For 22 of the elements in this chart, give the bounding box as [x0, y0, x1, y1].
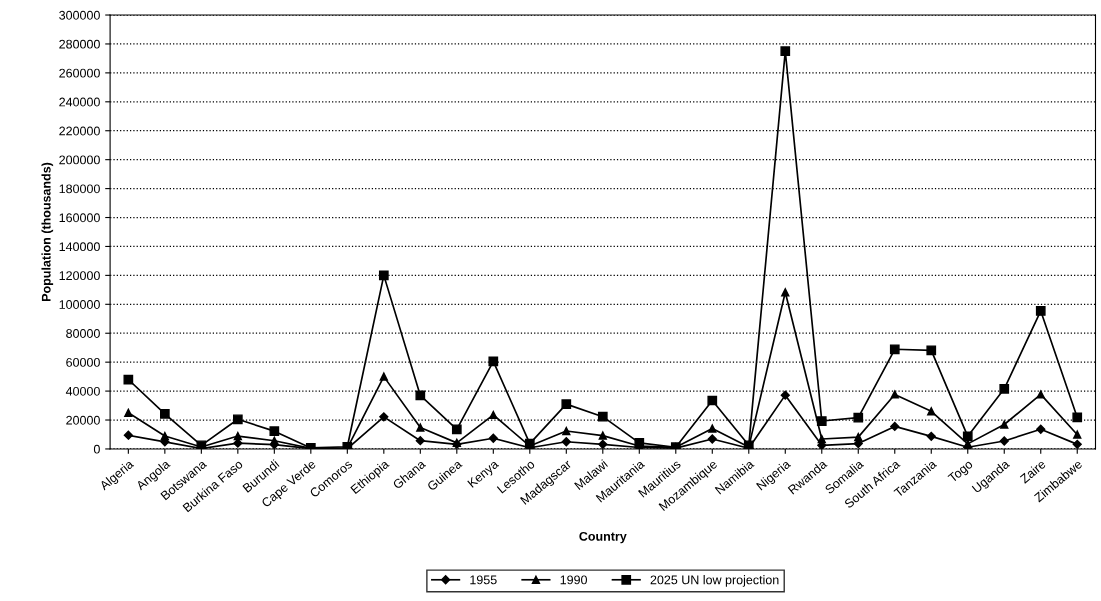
y-tick-label: 20000 [66, 415, 100, 425]
y-tick-label: 40000 [65, 386, 100, 396]
y-tick-label: 240000 [59, 97, 100, 107]
y-tick-label: 0 [93, 444, 100, 454]
x-tick-label: Togo [947, 459, 975, 485]
y-tick-label: 60000 [66, 357, 100, 367]
legend-label: 1990 [560, 575, 587, 585]
y-tick-label: 300000 [59, 10, 100, 20]
y-tick-label: 200000 [59, 155, 100, 165]
y-tick-label: 280000 [59, 39, 100, 49]
y-tick-label: 100000 [59, 300, 100, 309]
legend-label: 1955 [470, 575, 497, 585]
y-tick-label: 160000 [59, 213, 100, 223]
x-axis-title: Country [579, 531, 627, 544]
y-tick-label: 140000 [59, 242, 100, 252]
y-tick-label: 120000 [59, 271, 100, 281]
y-tick-label: 80000 [66, 329, 100, 338]
y-tick-label: 180000 [59, 184, 100, 194]
y-tick-label: 260000 [59, 68, 100, 78]
y-axis-title: Population (thousands) [41, 162, 54, 301]
legend-label: 2025 UN low projection [650, 575, 779, 587]
y-tick-label: 220000 [59, 126, 100, 136]
